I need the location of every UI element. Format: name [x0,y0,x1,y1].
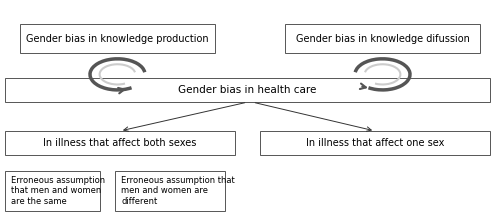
FancyBboxPatch shape [5,171,100,211]
Text: Gender bias in knowledge production: Gender bias in knowledge production [26,34,209,44]
FancyBboxPatch shape [115,171,225,211]
FancyBboxPatch shape [20,24,215,53]
FancyBboxPatch shape [5,78,490,102]
Text: Gender bias in health care: Gender bias in health care [178,85,316,95]
Text: Gender bias in knowledge difussion: Gender bias in knowledge difussion [296,34,470,44]
Text: In illness that affect both sexes: In illness that affect both sexes [44,138,197,148]
FancyBboxPatch shape [285,24,480,53]
Text: Erroneous assumption that
men and women are
different: Erroneous assumption that men and women … [121,176,235,206]
Text: In illness that affect one sex: In illness that affect one sex [306,138,444,148]
FancyBboxPatch shape [260,131,490,155]
Text: Erroneous assumption
that men and women
are the same: Erroneous assumption that men and women … [11,176,105,206]
FancyBboxPatch shape [5,131,235,155]
